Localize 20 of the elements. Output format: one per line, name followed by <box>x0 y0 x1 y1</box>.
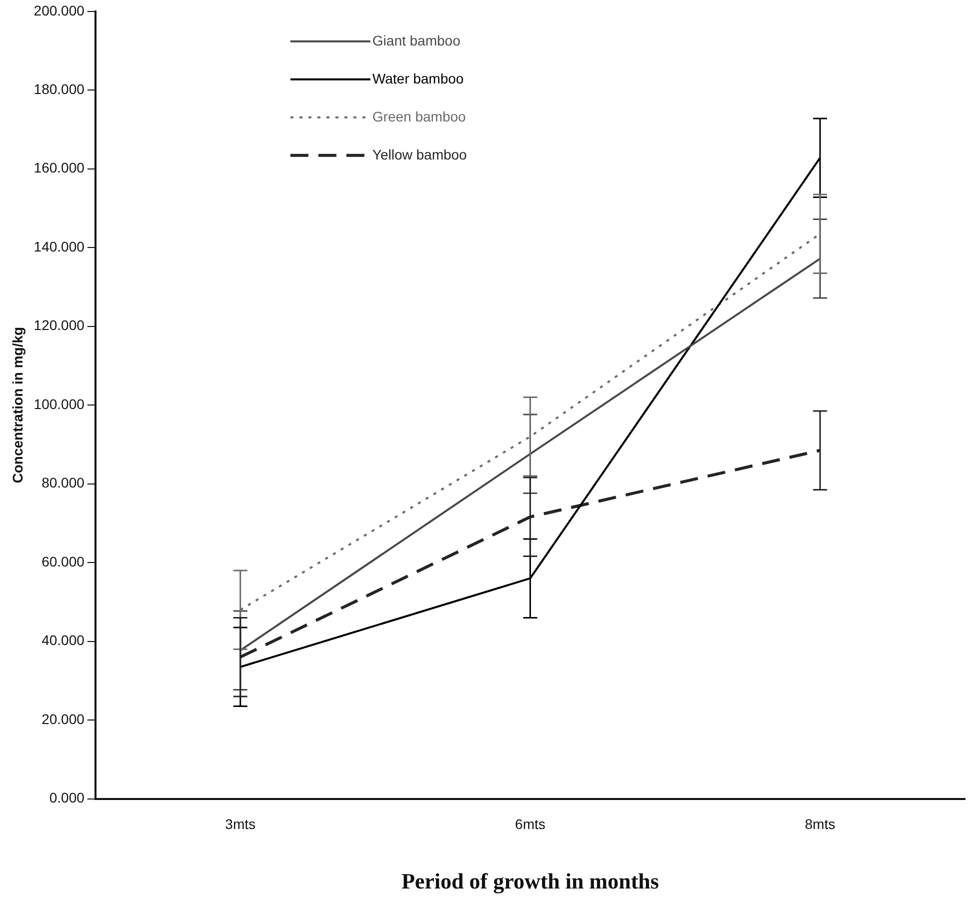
y-tick-label: 180.000 <box>34 81 85 97</box>
text: Yellow bamboo <box>372 146 468 162</box>
x-axis-title: Period of growth in months <box>401 868 660 894</box>
y-tick-label: 160.000 <box>34 160 85 176</box>
y-axis-title: Concentration in mg/kg <box>9 326 26 484</box>
y-tick-label: 0.000 <box>49 790 85 806</box>
x-tick-label: 3mts <box>225 816 256 832</box>
y-tick-label: 60.000 <box>42 553 85 570</box>
text: Green bamboo <box>372 108 466 124</box>
y-tick-label: 80.000 <box>42 474 85 491</box>
x-tick-label: 6mts <box>515 816 546 832</box>
x-tick-label: 8mts <box>804 816 836 832</box>
y-tick-label: 20.000 <box>42 710 85 727</box>
y-tick-label: 100.000 <box>34 396 85 412</box>
y-tick-label: 120.000 <box>34 317 85 334</box>
text: Water bamboo <box>372 70 464 86</box>
y-tick-label: 40.000 <box>42 632 85 648</box>
y-tick-label: 140.000 <box>34 238 85 254</box>
y-tick-label: 200.000 <box>34 2 85 18</box>
text: Giant bamboo <box>372 32 461 48</box>
